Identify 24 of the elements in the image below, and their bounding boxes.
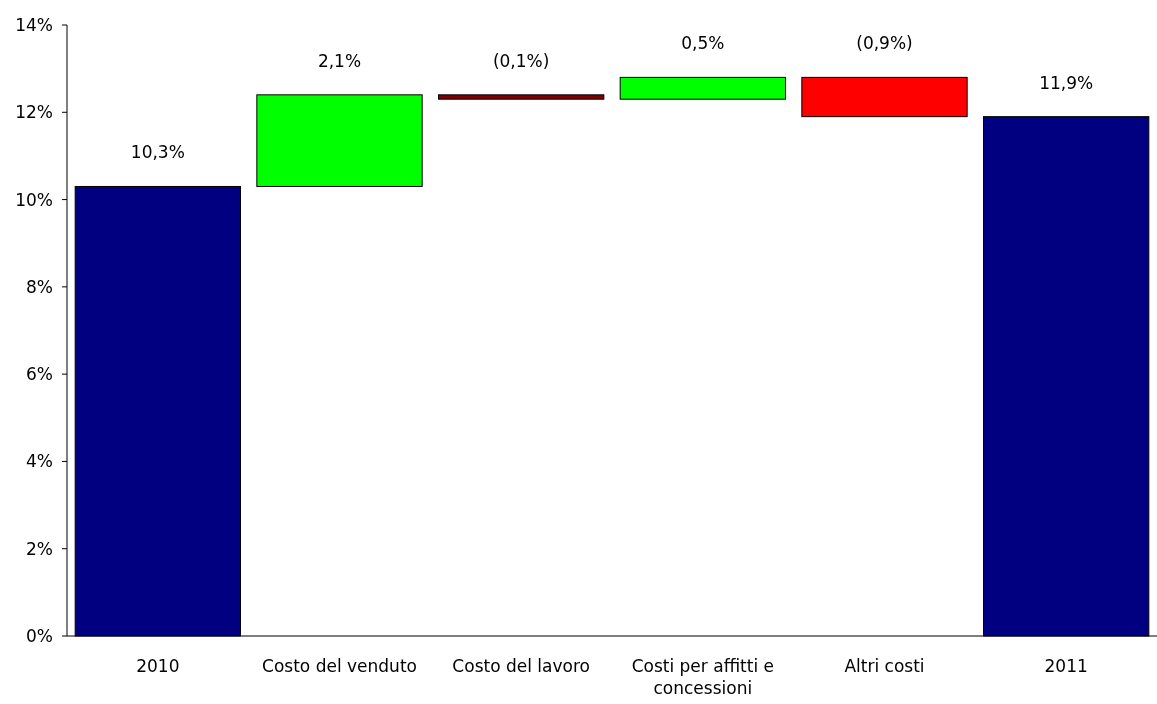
data-label: 11,9%	[1039, 72, 1094, 93]
x-tick-label: Altri costi	[844, 656, 925, 676]
y-tick-label: 6%	[26, 364, 53, 385]
x-tick-label: 2010	[136, 656, 180, 676]
y-tick-label: 10%	[15, 189, 53, 210]
data-label: (0,1%)	[492, 50, 550, 71]
y-tick-label: 4%	[26, 451, 53, 472]
data-label: 10,3%	[130, 142, 185, 163]
data-label: 0,5%	[681, 33, 725, 54]
bar	[619, 76, 786, 100]
y-tick-label: 0%	[26, 625, 53, 646]
bar	[438, 94, 605, 100]
y-tick-label: 8%	[26, 276, 53, 297]
y-tick-label: 2%	[26, 538, 53, 559]
data-label: (0,9%)	[856, 33, 913, 54]
data-label: 2,1%	[317, 50, 362, 71]
x-tick-label: 2011	[1044, 656, 1088, 676]
bar	[256, 94, 423, 187]
x-tick-label: Costo del lavoro	[452, 656, 590, 676]
y-tick-label: 12%	[15, 102, 53, 123]
x-tick-label: Costo del venduto	[262, 656, 417, 676]
y-tick-label: 14%	[15, 14, 53, 35]
x-tick-label: Costi per affitti e concessioni	[631, 656, 775, 698]
bar	[801, 76, 968, 118]
